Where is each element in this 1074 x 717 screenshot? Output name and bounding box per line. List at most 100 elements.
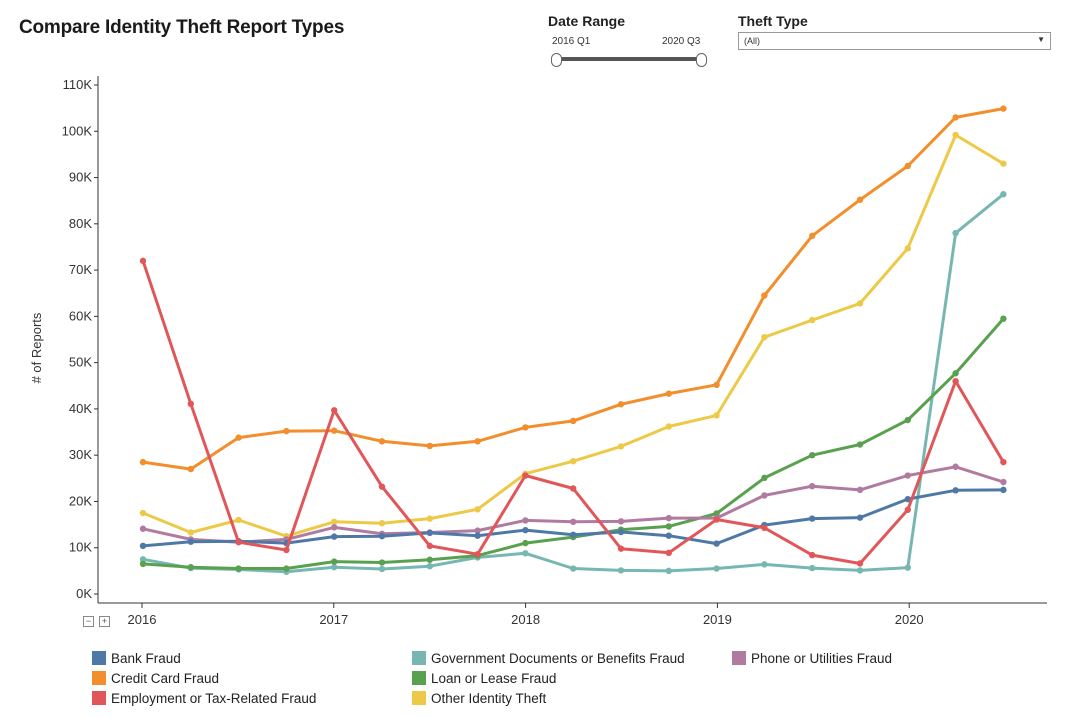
data-point-phone-or-utilities-fraud (474, 527, 481, 534)
data-point-other-identity-theft (474, 506, 481, 513)
data-point-government-documents-or-benefits-fraud (952, 229, 959, 237)
legend-swatch (732, 651, 746, 665)
date-range-slider[interactable] (556, 57, 702, 61)
data-point-other-identity-theft (713, 412, 720, 419)
data-point-bank-fraud (856, 514, 864, 521)
data-point-credit-card-fraud (952, 114, 959, 121)
data-point-bank-fraud (139, 542, 147, 550)
data-point-employment-or-tax-related-fraud (474, 551, 481, 558)
legend-swatch (412, 691, 426, 705)
legend-item-employment-fraud[interactable]: Employment or Tax-Related Fraud (92, 691, 316, 706)
legend-label: Other Identity Theft (431, 691, 547, 706)
data-point-credit-card-fraud (474, 438, 481, 445)
data-point-credit-card-fraud (283, 427, 290, 435)
data-point-government-documents-or-benefits-fraud (761, 561, 768, 568)
data-point-credit-card-fraud (665, 390, 672, 397)
collapse-icon[interactable]: − (83, 616, 94, 627)
data-point-employment-or-tax-related-fraud (856, 560, 864, 567)
expand-icon[interactable]: + (99, 616, 110, 627)
data-point-government-documents-or-benefits-fraud (331, 563, 338, 571)
data-point-government-documents-or-benefits-fraud (378, 565, 386, 573)
data-point-loan-or-lease-fraud (187, 563, 194, 571)
data-point-phone-or-utilities-fraud (139, 525, 147, 532)
data-point-employment-or-tax-related-fraud (283, 546, 290, 554)
data-point-loan-or-lease-fraud (1000, 315, 1007, 322)
legend-item-phone-fraud[interactable]: Phone or Utilities Fraud (732, 651, 892, 666)
y-tick-label: 50K (69, 355, 92, 370)
data-point-employment-or-tax-related-fraud (235, 538, 242, 546)
data-point-other-identity-theft (665, 423, 672, 430)
legend-item-bank-fraud[interactable]: Bank Fraud (92, 651, 181, 666)
chevron-down-icon: ▼ (1037, 35, 1045, 44)
data-point-phone-or-utilities-fraud (665, 514, 672, 522)
x-tick-label: 2019 (703, 612, 732, 627)
y-tick-label: 80K (69, 216, 92, 231)
legend-swatch (92, 651, 106, 665)
data-point-loan-or-lease-fraud (809, 451, 816, 459)
data-point-government-documents-or-benefits-fraud (522, 550, 529, 557)
data-point-government-documents-or-benefits-fraud (904, 564, 911, 571)
data-point-government-documents-or-benefits-fraud (617, 567, 625, 574)
y-tick-label: 0K (76, 586, 92, 601)
data-point-credit-card-fraud (187, 465, 194, 473)
range-start-handle[interactable] (551, 53, 562, 67)
legend-item-government-fraud[interactable]: Government Documents or Benefits Fraud (412, 651, 685, 666)
legend-label: Loan or Lease Fraud (431, 671, 557, 686)
theft-type-dropdown[interactable]: (All) ▼ (738, 32, 1051, 50)
data-point-other-identity-theft (809, 316, 816, 324)
x-tick-label: 2018 (511, 612, 540, 627)
legend-item-loan-fraud[interactable]: Loan or Lease Fraud (412, 671, 556, 686)
y-tick-label: 70K (69, 262, 92, 277)
data-point-employment-or-tax-related-fraud (617, 545, 625, 552)
data-point-bank-fraud (713, 540, 720, 547)
data-point-employment-or-tax-related-fraud (331, 407, 338, 414)
y-tick-label: 10K (69, 540, 92, 555)
data-point-phone-or-utilities-fraud (809, 482, 816, 490)
data-point-other-identity-theft (570, 457, 577, 465)
data-point-bank-fraud (665, 532, 672, 539)
data-point-other-identity-theft (617, 443, 625, 450)
legend-swatch (412, 671, 426, 685)
data-point-other-identity-theft (378, 520, 386, 527)
data-point-credit-card-fraud (617, 401, 625, 408)
series-line-employment-or-tax-related-fraud (141, 259, 1005, 565)
data-point-employment-or-tax-related-fraud (1000, 458, 1007, 466)
data-point-other-identity-theft (235, 516, 242, 524)
legend-label: Phone or Utilities Fraud (751, 651, 893, 666)
data-point-government-documents-or-benefits-fraud (856, 567, 864, 574)
data-point-credit-card-fraud (522, 424, 529, 431)
range-end-handle[interactable] (696, 53, 707, 67)
data-point-employment-or-tax-related-fraud (426, 542, 433, 550)
y-axis-label: # of Reports (29, 312, 44, 383)
data-point-employment-or-tax-related-fraud (904, 506, 911, 513)
data-point-credit-card-fraud (1000, 105, 1007, 112)
data-point-credit-card-fraud (809, 232, 816, 240)
data-point-phone-or-utilities-fraud (331, 524, 338, 531)
data-point-loan-or-lease-fraud (378, 559, 386, 566)
data-point-employment-or-tax-related-fraud (761, 524, 768, 532)
y-tick-label: 30K (69, 447, 92, 462)
data-point-bank-fraud (904, 495, 911, 503)
series-line-other-identity-theft (141, 133, 1005, 538)
data-point-bank-fraud (570, 531, 577, 538)
date-range-label: Date Range (548, 13, 626, 29)
data-point-loan-or-lease-fraud (713, 510, 720, 517)
data-point-employment-or-tax-related-fraud (952, 377, 959, 385)
data-point-bank-fraud (187, 538, 194, 545)
data-point-phone-or-utilities-fraud (952, 463, 959, 470)
data-point-phone-or-utilities-fraud (617, 518, 625, 525)
data-point-bank-fraud (1000, 486, 1007, 494)
data-point-loan-or-lease-fraud (426, 556, 433, 563)
data-point-loan-or-lease-fraud (856, 441, 864, 448)
legend-label: Bank Fraud (111, 651, 181, 666)
legend-item-credit-card-fraud[interactable]: Credit Card Fraud (92, 671, 219, 686)
data-point-phone-or-utilities-fraud (522, 517, 529, 524)
data-point-bank-fraud (522, 526, 529, 534)
legend-item-other-identity-theft[interactable]: Other Identity Theft (412, 691, 546, 706)
data-point-other-identity-theft (904, 245, 911, 252)
data-point-employment-or-tax-related-fraud (713, 516, 720, 523)
data-point-government-documents-or-benefits-fraud (1000, 191, 1007, 198)
y-tick-label: 60K (69, 308, 92, 323)
data-point-employment-or-tax-related-fraud (570, 485, 577, 492)
data-point-bank-fraud (617, 528, 625, 536)
